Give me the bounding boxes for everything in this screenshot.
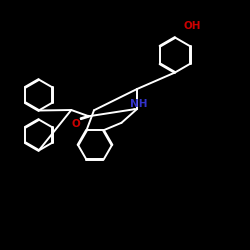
Text: OH: OH — [184, 21, 201, 31]
Text: O: O — [72, 119, 80, 129]
Text: NH: NH — [130, 99, 148, 109]
